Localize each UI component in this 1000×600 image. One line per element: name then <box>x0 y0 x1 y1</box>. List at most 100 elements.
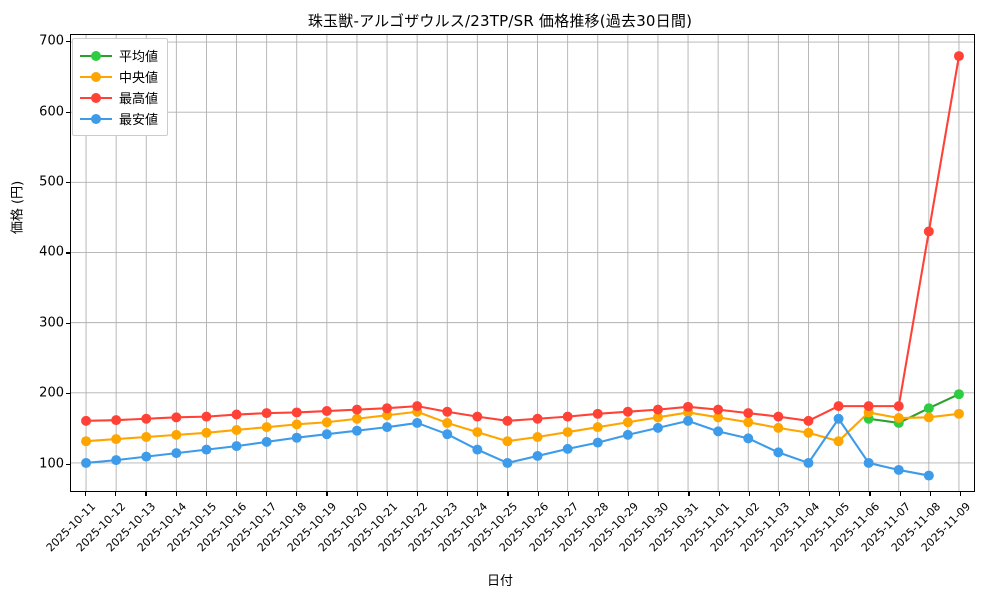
data-point-marker <box>141 451 152 462</box>
data-point-marker <box>171 429 182 440</box>
x-tick-mark <box>145 492 147 496</box>
x-tick-mark <box>688 492 690 496</box>
data-point-marker <box>833 436 844 447</box>
data-point-marker <box>773 422 784 433</box>
data-point-marker <box>412 401 423 412</box>
y-tick-mark <box>66 41 70 43</box>
x-tick-mark <box>326 492 328 496</box>
x-tick-mark <box>718 492 720 496</box>
series-line <box>85 55 960 422</box>
data-point-marker <box>773 447 784 458</box>
data-point-marker <box>201 427 212 438</box>
x-tick-mark <box>175 492 177 496</box>
legend-swatch-icon <box>80 112 112 126</box>
data-point-marker <box>111 434 122 445</box>
data-point-marker <box>351 425 362 436</box>
data-point-marker <box>261 408 272 419</box>
data-point-marker <box>111 415 122 426</box>
x-tick-mark <box>416 492 418 496</box>
data-point-marker <box>351 413 362 424</box>
y-tick-mark <box>66 322 70 324</box>
data-point-marker <box>81 436 92 447</box>
data-point-marker <box>833 413 844 424</box>
legend-swatch-icon <box>80 91 112 105</box>
data-point-marker <box>81 415 92 426</box>
data-point-marker <box>201 411 212 422</box>
data-point-marker <box>773 411 784 422</box>
data-point-marker <box>833 401 844 412</box>
y-tick-mark <box>66 393 70 395</box>
chart-title: 珠玉獣-アルゴザウルス/23TP/SR 価格推移(過去30日間) <box>307 12 693 30</box>
x-tick-mark <box>386 492 388 496</box>
data-point-marker <box>502 457 513 468</box>
data-point-marker <box>863 457 874 468</box>
data-point-marker <box>442 406 453 417</box>
y-tick-label: 500 <box>39 174 64 190</box>
data-point-marker <box>622 406 633 417</box>
x-tick-mark <box>929 492 931 496</box>
data-point-marker <box>803 457 814 468</box>
chart-legend: 平均値 中央値最高値 最安値 <box>72 38 169 136</box>
data-point-marker <box>652 422 663 433</box>
x-axis-label: 日付 <box>486 574 513 589</box>
x-tick-mark <box>748 492 750 496</box>
y-tick-label: 400 <box>39 244 64 260</box>
data-point-marker <box>923 226 934 237</box>
data-point-marker <box>713 412 724 423</box>
data-point-marker <box>923 412 934 423</box>
data-point-marker <box>382 410 393 421</box>
data-point-marker <box>803 427 814 438</box>
data-point-marker <box>923 470 934 481</box>
data-point-marker <box>141 413 152 424</box>
legend-item[interactable]: 中央値 <box>80 66 158 87</box>
legend-item[interactable]: 最高値 <box>80 87 158 108</box>
data-point-marker <box>683 401 694 412</box>
data-point-marker <box>562 411 573 422</box>
x-tick-mark <box>567 492 569 496</box>
legend-item[interactable]: 平均値 <box>80 45 158 66</box>
data-point-marker <box>743 433 754 444</box>
data-point-marker <box>622 417 633 428</box>
data-point-marker <box>231 424 242 435</box>
legend-swatch-icon <box>80 70 112 84</box>
data-point-marker <box>472 427 483 438</box>
data-point-marker <box>291 419 302 430</box>
data-point-marker <box>743 408 754 419</box>
x-tick-mark <box>597 492 599 496</box>
y-tick-label: 300 <box>39 315 64 331</box>
data-point-marker <box>231 441 242 452</box>
x-tick-mark <box>356 492 358 496</box>
data-point-marker <box>412 417 423 428</box>
data-point-marker <box>171 412 182 423</box>
data-point-marker <box>652 412 663 423</box>
data-point-marker <box>141 432 152 442</box>
data-point-marker <box>532 413 543 424</box>
y-axis-tick-labels: 100 200 300 400 500 600 700 <box>0 34 64 492</box>
data-point-marker <box>351 404 362 415</box>
data-point-marker <box>532 432 543 442</box>
legend-item[interactable]: 最安値 <box>80 108 158 129</box>
x-tick-mark <box>959 492 961 496</box>
legend-label: 最高値 <box>119 92 159 107</box>
data-point-marker <box>953 51 964 62</box>
x-tick-mark <box>839 492 841 496</box>
data-point-marker <box>893 413 904 424</box>
data-point-marker <box>81 457 92 468</box>
x-tick-mark <box>809 492 811 496</box>
x-tick-mark <box>447 492 449 496</box>
data-point-marker <box>562 443 573 454</box>
data-point-marker <box>953 408 964 419</box>
x-tick-mark <box>477 492 479 496</box>
data-point-marker <box>652 404 663 415</box>
data-point-marker <box>592 422 603 433</box>
data-point-marker <box>893 401 904 412</box>
data-point-marker <box>893 464 904 475</box>
data-point-marker <box>532 450 543 461</box>
data-point-marker <box>713 426 724 437</box>
data-point-marker <box>291 432 302 443</box>
y-tick-label: 700 <box>39 33 64 49</box>
x-tick-mark <box>778 492 780 496</box>
y-tick-label: 600 <box>39 104 64 119</box>
y-tick-label: 100 <box>39 456 64 472</box>
